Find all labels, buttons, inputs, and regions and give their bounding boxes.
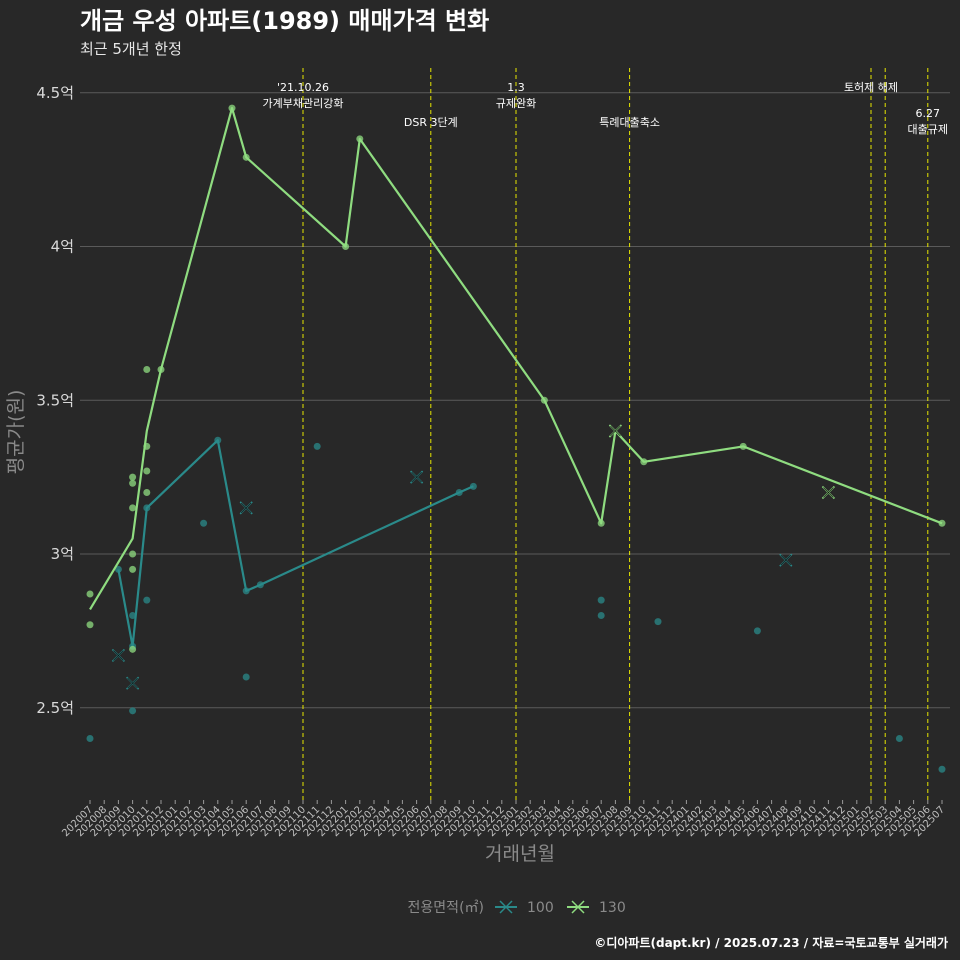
data-point-130 (356, 135, 364, 143)
data-point-130 (597, 519, 605, 527)
event-label: 1.3 (507, 81, 525, 94)
grid-lines (80, 92, 950, 709)
data-point-130 (129, 504, 137, 512)
legend-item-130: 130 (567, 900, 626, 916)
data-point-100 (256, 581, 264, 589)
legend: 전용면적(㎡) 100 130 (408, 900, 626, 916)
cross-stroke (240, 502, 252, 514)
legend-key-cross (499, 900, 513, 914)
data-point-100 (469, 482, 477, 490)
x-axis-ticks: 2020072020082020092020102020112020122021… (60, 800, 947, 839)
data-point-100 (895, 735, 903, 742)
data-point-100 (143, 596, 151, 604)
data-point-130 (342, 243, 350, 250)
cross-stroke (411, 471, 422, 483)
cross-stroke (823, 487, 834, 498)
cross-marker-100 (779, 553, 793, 567)
data-point-130 (129, 550, 137, 558)
event-label: 가계부채관리강화 (263, 97, 344, 110)
legend-label: 100 (527, 900, 554, 916)
event-label: 규제완화 (496, 97, 536, 110)
data-point-100 (455, 489, 463, 496)
legend-key-cross (571, 900, 585, 914)
data-point-130 (540, 396, 548, 404)
legend-title: 전용면적(㎡) (408, 900, 484, 916)
cross-stroke (127, 677, 138, 689)
data-point-130 (242, 153, 250, 161)
data-point-130 (143, 366, 151, 373)
data-point-100 (200, 519, 208, 527)
chart-caption: ©디아파트(dapt.kr) / 2025.07.23 / 자료=국토교통부 실… (594, 935, 948, 950)
data-point-100 (654, 618, 662, 626)
legend-item-100: 100 (495, 900, 554, 916)
data-point-100 (242, 673, 250, 681)
event-label: DSR 3단계 (404, 116, 458, 129)
y-tick-label: 3.5억 (36, 391, 74, 409)
data-point-130 (129, 479, 137, 487)
data-point-100 (114, 565, 122, 573)
event-label: 특례대출축소 (599, 116, 660, 129)
data-point-100 (938, 765, 946, 773)
event-label: 6.27 (916, 107, 941, 120)
y-axis-title: 평균가(원) (5, 390, 27, 475)
cross-stroke (780, 554, 792, 566)
cross-marker-100 (111, 648, 125, 663)
cross-marker-100 (410, 470, 424, 484)
data-point-130 (157, 366, 165, 373)
data-point-100 (86, 735, 94, 742)
legend-label: 130 (599, 900, 626, 916)
data-point-130 (640, 458, 648, 466)
data-point-100 (753, 627, 761, 635)
data-point-130 (938, 519, 946, 527)
data-point-100 (242, 587, 250, 595)
data-point-130 (739, 442, 747, 450)
data-point-130 (86, 590, 94, 598)
y-tick-label: 4.5억 (36, 84, 74, 102)
data-point-130 (143, 489, 151, 496)
data-point-130 (129, 645, 137, 653)
series-layer (86, 104, 946, 773)
data-point-100 (313, 442, 321, 450)
chart-subtitle: 최근 5개년 한정 (80, 40, 182, 58)
cross-marker-100 (239, 501, 253, 515)
data-point-100 (597, 612, 605, 619)
event-label: 토허제 해제 (844, 80, 898, 94)
data-point-100 (129, 612, 137, 619)
event-label: 대출규제 (908, 123, 948, 136)
data-point-100 (214, 436, 222, 444)
chart-title: 개금 우성 아파트(1989) 매매가격 변화 (80, 7, 489, 35)
event-label: '21.10.26 (277, 81, 329, 94)
data-point-100 (143, 504, 151, 512)
cross-marker-130 (608, 424, 622, 438)
series-line-100 (117, 439, 474, 648)
y-tick-label: 4억 (51, 238, 74, 256)
cross-marker-130 (821, 485, 835, 500)
data-point-100 (129, 707, 137, 715)
series-line-130 (89, 106, 943, 610)
cross-stroke (610, 425, 621, 437)
y-axis-ticks: 2.5억 3억 3.5억 4억 4.5억 (36, 84, 74, 717)
data-point-130 (129, 473, 137, 481)
cross-stroke (113, 650, 124, 661)
y-tick-label: 3억 (51, 545, 74, 563)
data-point-130 (129, 565, 137, 573)
data-point-130 (143, 442, 151, 450)
x-axis-title: 거래년월 (485, 843, 555, 865)
data-point-100 (597, 596, 605, 604)
cross-marker-100 (126, 676, 140, 690)
data-point-130 (86, 621, 94, 629)
data-point-130 (143, 467, 151, 475)
y-tick-label: 2.5억 (36, 699, 74, 717)
data-point-130 (228, 104, 236, 112)
